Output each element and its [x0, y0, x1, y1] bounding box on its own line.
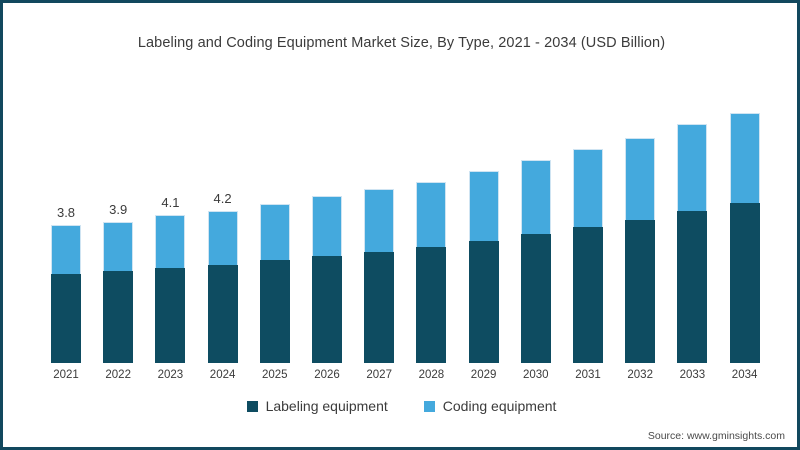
bar-segment-coding-equipment[interactable] [312, 196, 342, 257]
bar-stack[interactable] [573, 149, 603, 363]
bar-segment-labeling-equipment[interactable] [364, 251, 395, 363]
bar-segment-coding-equipment[interactable] [729, 113, 760, 203]
bar-segment-coding-equipment[interactable] [520, 160, 551, 234]
bar-segment-coding-equipment[interactable] [625, 138, 656, 221]
bar-stack[interactable] [259, 203, 290, 363]
legend-swatch-icon [246, 400, 258, 412]
bar-stack[interactable]: 4.1 [155, 195, 186, 363]
bar-segment-labeling-equipment[interactable] [103, 271, 134, 363]
x-axis-label-2032: 2032 [627, 369, 653, 381]
bar-segment-labeling-equipment[interactable] [729, 202, 760, 363]
bar-segment-coding-equipment[interactable] [416, 181, 447, 248]
bar-stack[interactable] [677, 123, 708, 363]
bar-segment-coding-equipment[interactable] [468, 171, 499, 241]
bar-value-label: 3.8 [56, 205, 76, 221]
bar-stack[interactable] [625, 138, 656, 363]
bar-segment-labeling-equipment[interactable] [520, 233, 551, 363]
x-axis-label-2025: 2025 [262, 369, 288, 381]
x-axis-label-2022: 2022 [105, 369, 131, 381]
x-axis-label-2033: 2033 [679, 369, 706, 381]
bar-value-label: 3.9 [109, 201, 128, 217]
chart-title: Labeling and Coding Equipment Market Siz… [137, 35, 666, 51]
bar-stack[interactable] [416, 181, 447, 363]
bar-value-label: 4.2 [213, 190, 232, 206]
x-axis-label-2026: 2026 [314, 369, 340, 381]
x-axis-label-2029: 2029 [470, 369, 497, 381]
plot-area: 3.8 3.9 4.1 4.2 [40, 66, 770, 363]
x-axis-label-2027: 2027 [366, 369, 392, 381]
legend-label: Coding equipment [442, 398, 557, 414]
bar-segment-labeling-equipment[interactable] [677, 210, 708, 363]
source-attribution: Source: www.gminsights.com [647, 430, 785, 442]
bar-value-label: 4.1 [161, 194, 180, 210]
bar-segment-labeling-equipment[interactable] [416, 247, 447, 363]
bar-segment-coding-equipment[interactable] [155, 214, 186, 268]
bar-stack[interactable] [729, 113, 760, 363]
bar-segment-coding-equipment[interactable] [103, 221, 134, 272]
chart-canvas: Labeling and Coding Equipment Market Siz… [6, 6, 797, 447]
legend-item-coding-equipment[interactable]: Coding equipment [423, 398, 557, 414]
x-axis-label-2031: 2031 [575, 369, 601, 381]
x-axis-label-2034: 2034 [731, 369, 758, 381]
bar-segment-coding-equipment[interactable] [677, 123, 708, 211]
bar-segment-coding-equipment[interactable] [259, 203, 290, 261]
bar-segment-labeling-equipment[interactable] [207, 264, 238, 363]
x-axis-label-2030: 2030 [523, 369, 549, 381]
bar-stack[interactable] [520, 160, 551, 363]
bar-stack[interactable] [468, 171, 499, 363]
legend-swatch-icon [423, 400, 435, 412]
x-axis-label-2021: 2021 [53, 369, 79, 381]
bar-segment-coding-equipment[interactable] [207, 210, 238, 265]
x-axis-tick-labels: 2021 2022 2023 2024 2025 2026 2027 2028 2029 2030… [40, 369, 770, 387]
bar-stack[interactable] [312, 196, 342, 363]
x-axis-label-2023: 2023 [157, 369, 184, 381]
x-axis-label-2024: 2024 [209, 369, 236, 381]
bar-stack[interactable]: 3.9 [103, 202, 134, 363]
legend-item-labeling-equipment[interactable]: Labeling equipment [246, 398, 388, 414]
bar-stack[interactable]: 3.8 [51, 205, 81, 363]
chart-legend: Labeling equipment Coding equipment [6, 398, 797, 414]
bar-segment-labeling-equipment[interactable] [259, 260, 290, 363]
x-axis-label-2028: 2028 [418, 369, 445, 381]
bar-segment-labeling-equipment[interactable] [312, 256, 342, 363]
bar-segment-coding-equipment[interactable] [573, 149, 603, 227]
bar-segment-labeling-equipment[interactable] [155, 267, 186, 363]
bar-segment-coding-equipment[interactable] [364, 189, 395, 252]
bar-stack[interactable] [364, 189, 395, 363]
bar-segment-coding-equipment[interactable] [51, 225, 81, 275]
legend-label: Labeling equipment [265, 398, 388, 414]
bar-segment-labeling-equipment[interactable] [625, 220, 656, 363]
bar-segment-labeling-equipment[interactable] [468, 240, 499, 363]
bar-segment-labeling-equipment[interactable] [51, 274, 81, 363]
bar-segment-labeling-equipment[interactable] [573, 226, 603, 363]
bar-stack[interactable]: 4.2 [207, 191, 238, 363]
